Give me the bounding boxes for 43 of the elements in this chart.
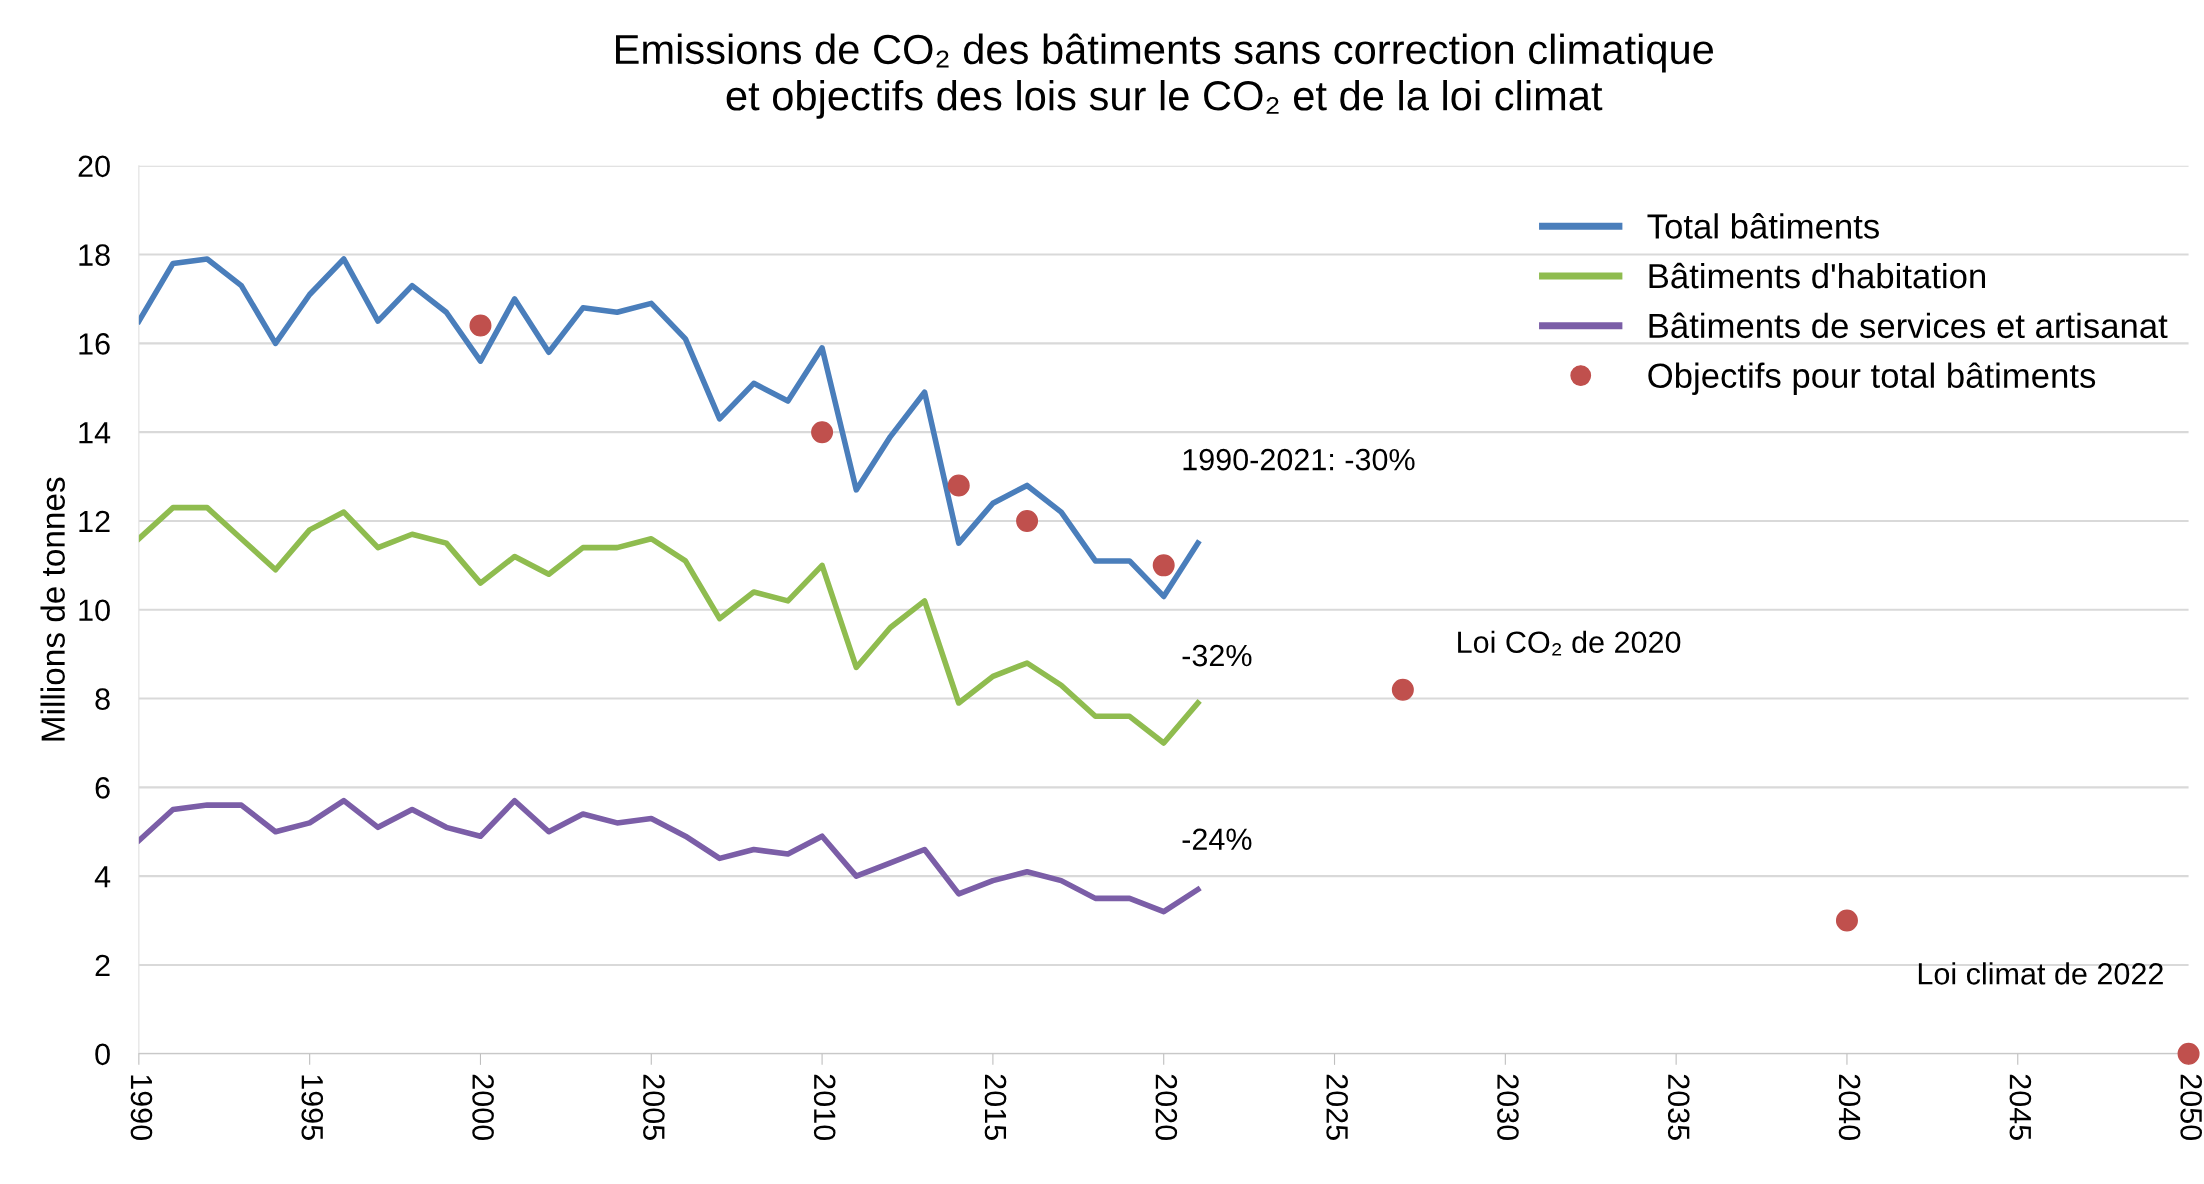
y-axis-title: Millions de tonnes [40, 477, 65, 741]
point [1152, 554, 1175, 577]
point [1391, 678, 1414, 701]
legend-label: Total bâtiments [1647, 213, 1879, 239]
y-tick-label: 6 [95, 777, 110, 799]
x-tick-label: 2025 [1326, 1074, 1348, 1140]
point [947, 474, 970, 497]
annotation: Loi climat de 2022 [1918, 962, 2163, 985]
x-tick-label: 2040 [1838, 1074, 1861, 1140]
legend-label: Bâtiments d'habitation [1649, 262, 1985, 289]
x-tick-label: 2010 [813, 1074, 836, 1140]
x-tick-label: 2050 [2180, 1074, 2203, 1140]
y-tick-label: 10 [79, 599, 110, 622]
point [2177, 1042, 2200, 1065]
y-tick-label: 2 [95, 954, 110, 977]
point [469, 314, 492, 337]
y-tick-label: 12 [79, 510, 110, 533]
y-tick-label: 18 [79, 244, 110, 266]
x-tick-label: 1990 [130, 1075, 153, 1140]
y-tick-label: 16 [79, 333, 110, 355]
y-tick-label: 20 [78, 155, 110, 178]
annotation: -24% [1182, 828, 1252, 850]
chart-title: Emissions de CO₂ des bâtiments sans correction climatique et objectifs des lois sur le CO₂ et de la loi climat [616, 33, 1714, 119]
x-tick-label: 2005 [643, 1074, 665, 1140]
y-tick-label: 8 [95, 688, 110, 710]
legend-label: Objectifs pour total bâtiments [1648, 362, 2096, 395]
point [1016, 509, 1039, 532]
annotation: 1990-2021: -30% [1183, 448, 1415, 471]
point [1835, 909, 1858, 932]
annotation: -32% [1182, 644, 1252, 667]
y-tick-label: 4 [94, 866, 111, 888]
y-tick-label: 14 [79, 422, 111, 444]
x-tick-label: 2030 [1497, 1074, 1519, 1140]
y-tick-label: 0 [95, 1043, 110, 1066]
annotation: Loi CO₂ de 2020 [1458, 630, 1681, 656]
x-tick-label: 2015 [984, 1074, 1007, 1140]
point [811, 421, 834, 444]
x-tick-label: 2035 [1667, 1074, 1690, 1140]
legend-label: Bâtiments de services et artisanat [1649, 312, 2168, 339]
x-tick-label: 2020 [1155, 1074, 1178, 1140]
x-tick-label: 1995 [301, 1075, 324, 1140]
x-tick-label: 2045 [2009, 1074, 2032, 1140]
x-tick-label: 2000 [472, 1074, 494, 1140]
